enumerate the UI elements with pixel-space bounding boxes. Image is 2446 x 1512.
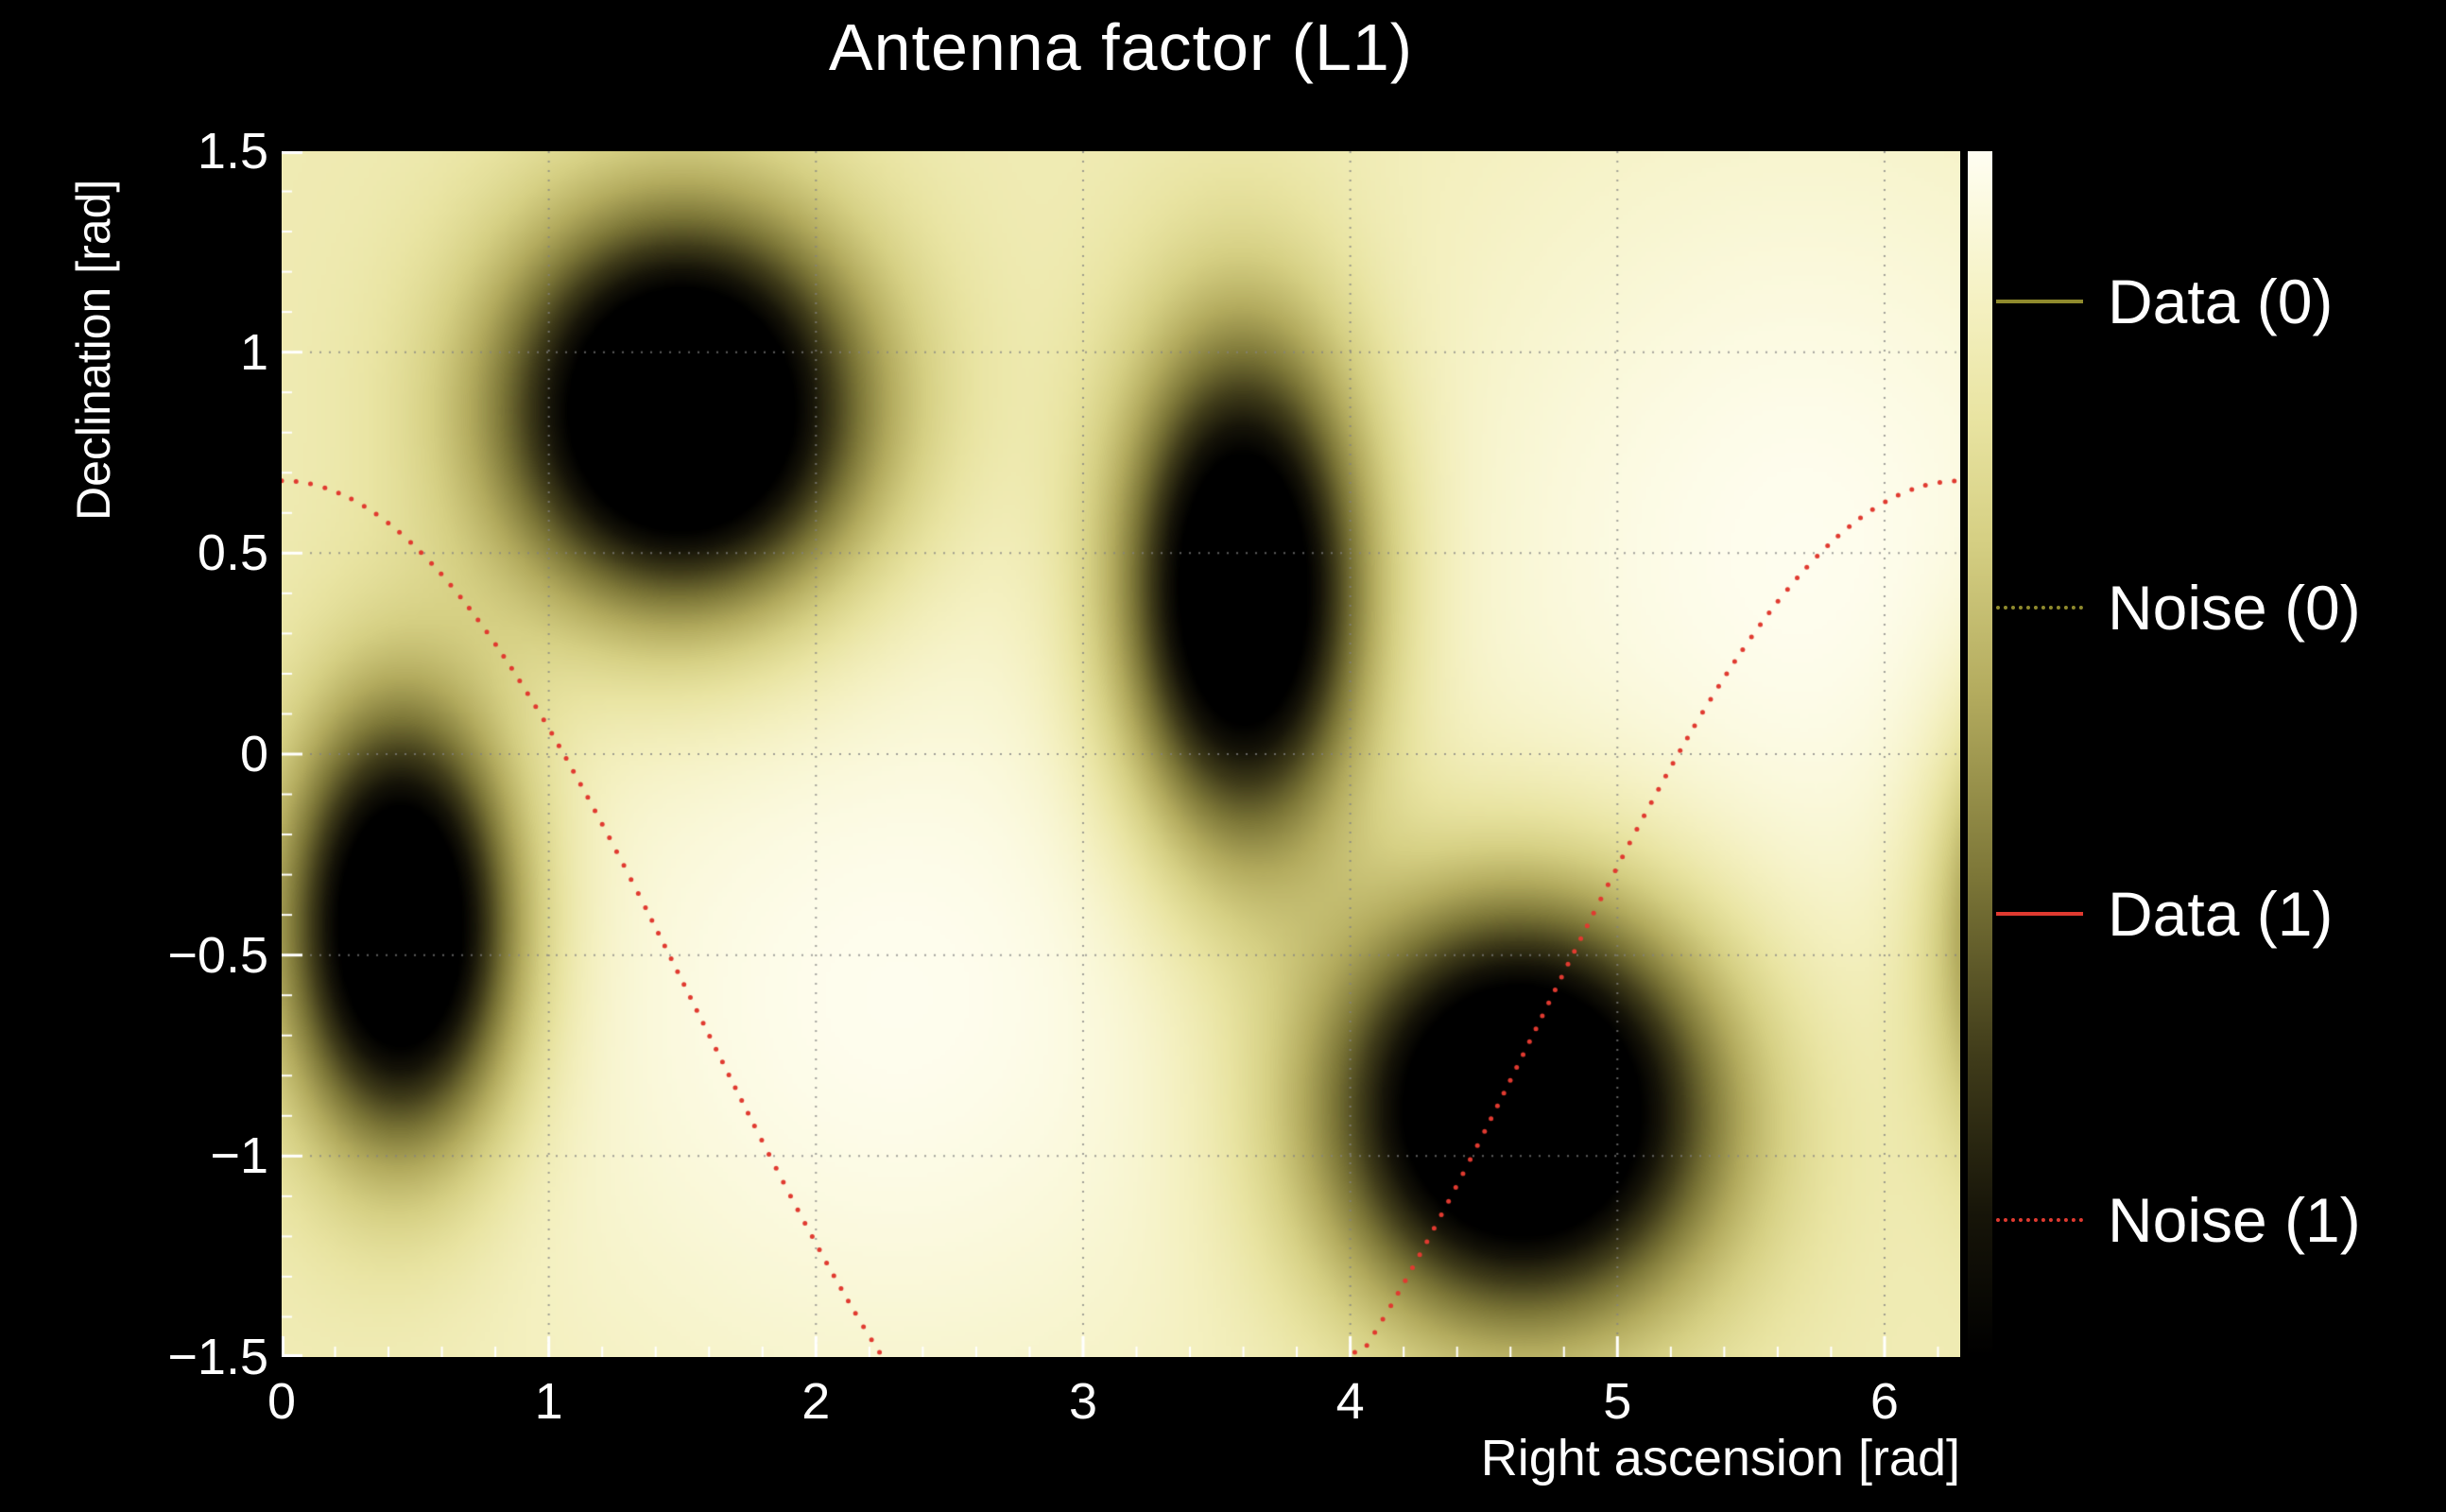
y-tick-label: −1.5 <box>167 1329 268 1385</box>
x-tick-label: 1 <box>534 1373 563 1430</box>
legend: Data (0) Noise (0) Data (1) Noise (1) <box>1996 266 2361 1255</box>
x-axis-label: Right ascension [rad] <box>1480 1430 1960 1486</box>
legend-dotted-line-sample <box>1996 606 2083 610</box>
legend-label: Noise (0) <box>2108 573 2361 643</box>
x-tick-label: 5 <box>1603 1373 1632 1430</box>
legend-entry: Data (0) <box>1996 266 2361 336</box>
y-tick-label: 1 <box>239 323 268 381</box>
y-tick-label: 1.5 <box>197 123 268 180</box>
x-tick-label: 2 <box>801 1373 831 1430</box>
x-tick-label: 6 <box>1869 1373 1899 1430</box>
x-tick-label: 4 <box>1335 1373 1365 1430</box>
legend-entry: Noise (1) <box>1996 1185 2361 1255</box>
plot-title: Antenna factor (L1) <box>828 10 1414 84</box>
plot-overlay-canvas <box>282 151 1960 1357</box>
legend-entry: Noise (0) <box>1996 573 2361 643</box>
legend-label: Noise (1) <box>2108 1185 2361 1255</box>
legend-label: Data (1) <box>2108 879 2334 949</box>
y-tick-label: −0.5 <box>167 926 268 984</box>
legend-solid-line-sample <box>1996 912 2083 916</box>
x-tick-label: 3 <box>1068 1373 1097 1430</box>
legend-label: Data (0) <box>2108 266 2334 336</box>
x-tick-label: 0 <box>267 1373 297 1430</box>
legend-solid-line-sample <box>1996 300 2083 303</box>
legend-entry: Data (1) <box>1996 879 2361 949</box>
y-tick-label: −1 <box>210 1127 268 1185</box>
y-tick-label: 0.5 <box>197 524 268 582</box>
colorbar <box>1968 151 1992 1357</box>
legend-dotted-line-sample <box>1996 1218 2083 1222</box>
y-tick-label: 0 <box>239 726 268 782</box>
